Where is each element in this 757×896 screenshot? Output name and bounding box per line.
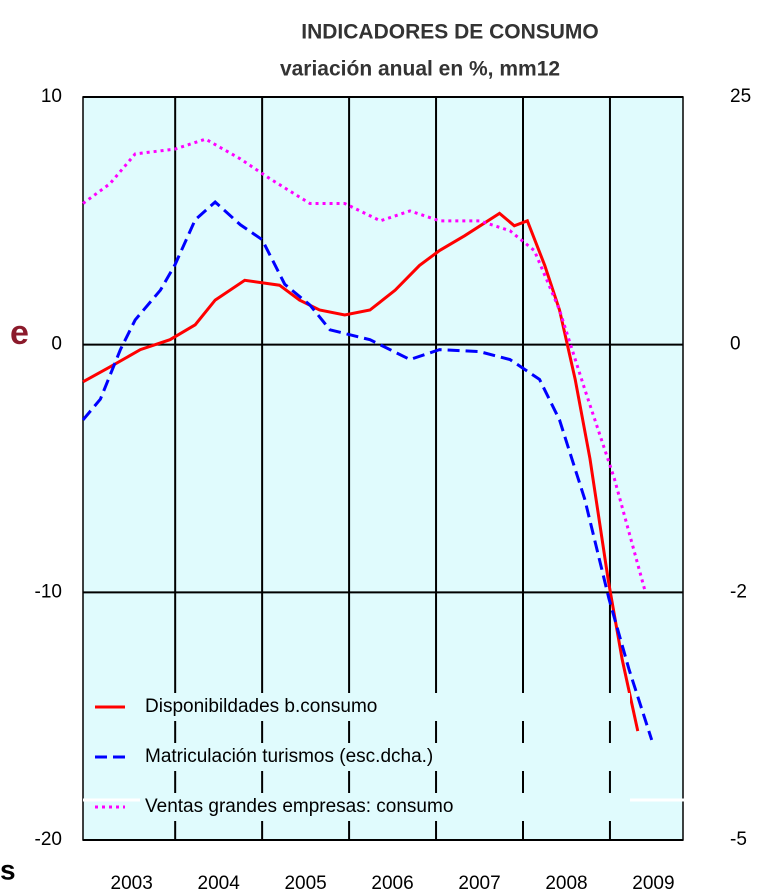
legend-bg bbox=[140, 743, 630, 771]
side-text: s bbox=[0, 854, 16, 885]
y2-tick-label: 25 bbox=[730, 86, 751, 107]
y-tick-label: 10 bbox=[41, 86, 62, 107]
plot-area bbox=[82, 96, 684, 841]
series-line bbox=[82, 211, 640, 732]
y-tick-label: -10 bbox=[35, 581, 62, 602]
chart-subtitle: variación anual en %, mm12 bbox=[280, 58, 560, 81]
x-tick-label: 2004 bbox=[198, 873, 241, 894]
series-line bbox=[82, 137, 647, 591]
legend-bg bbox=[140, 693, 630, 721]
x-tick-label: 2008 bbox=[545, 873, 587, 894]
x-tick-label: 2007 bbox=[458, 873, 500, 894]
y-tick-label: 0 bbox=[51, 334, 62, 355]
y-tick-label: -20 bbox=[35, 829, 62, 850]
y2-tick-label: -5 bbox=[730, 829, 747, 850]
chart-title: INDICADORES DE CONSUMO bbox=[301, 21, 599, 44]
legend-label: Matriculación turismos (esc.dcha.) bbox=[145, 746, 433, 767]
y2-tick-label: -2 bbox=[730, 581, 747, 602]
side-text: e bbox=[10, 314, 29, 352]
x-tick-label: 2006 bbox=[371, 873, 413, 894]
legend-label: Ventas grandes empresas: consumo bbox=[145, 796, 453, 817]
x-tick-label: 2009 bbox=[632, 873, 674, 894]
legend-bg bbox=[140, 793, 630, 821]
y2-tick-label: 0 bbox=[730, 334, 741, 355]
x-tick-label: 2003 bbox=[111, 873, 153, 894]
series-line bbox=[81, 199, 654, 741]
legend-label: Disponibildades b.consumo bbox=[145, 696, 377, 717]
x-tick-label: 2005 bbox=[284, 873, 326, 894]
